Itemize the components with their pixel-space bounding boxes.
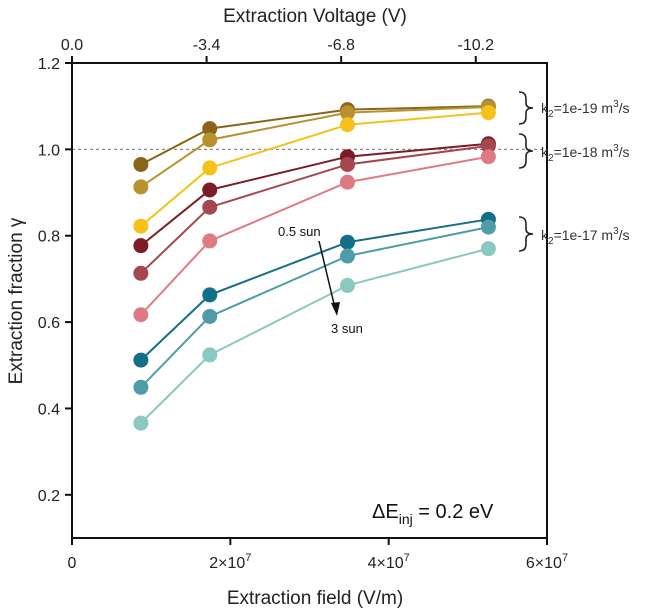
bottom-x-axis-title: Extraction field (V/m) (227, 588, 403, 609)
series-layer (133, 98, 496, 431)
data-point (340, 105, 355, 121)
data-point (340, 117, 355, 133)
y-tick-label: 0.2 (38, 488, 60, 505)
data-point (133, 218, 149, 234)
bracket-group-1: k2=1e-19 m3/s (518, 91, 630, 125)
data-point (133, 379, 149, 395)
series-9 (133, 241, 496, 431)
bracket-label-3: k2=1e-17 m3/s (541, 226, 630, 247)
x2-tick-label: -3.4 (193, 37, 221, 54)
x2-tick-label: 0.0 (61, 37, 83, 54)
y-tick-label: 1.2 (38, 56, 60, 73)
series-8 (133, 219, 496, 395)
data-point (202, 182, 218, 198)
data-point (202, 132, 218, 148)
data-point (133, 179, 149, 195)
data-point (133, 265, 149, 281)
series-line-9 (140, 247, 489, 424)
series-5 (133, 138, 496, 281)
data-point (202, 287, 218, 303)
series-3 (133, 105, 496, 234)
data-point (202, 347, 218, 363)
data-point (480, 241, 496, 257)
plot-frame (71, 62, 548, 539)
y-axis-title: Extraction fraction γ (6, 217, 27, 384)
top-x-axis-title: Extraction Voltage (V) (223, 6, 407, 27)
data-point (340, 234, 355, 250)
y-tick-label: 0.8 (38, 229, 60, 246)
bracket-group-3: k2=1e-17 m3/s (518, 216, 630, 252)
series-line-6 (140, 155, 489, 316)
sun-start-label: 0.5 sun (278, 224, 321, 239)
data-point (480, 105, 496, 121)
x-tick-label: 6×107 (526, 552, 568, 572)
sun-arrow: 0.5 sun 3 sun (278, 224, 363, 336)
data-point (480, 149, 496, 165)
series-line-5 (140, 144, 489, 275)
series-line-3 (140, 111, 489, 227)
sun-arrow-head (331, 302, 340, 316)
data-point (133, 415, 149, 431)
data-point (480, 138, 496, 154)
series-line-8 (140, 226, 489, 388)
y-tick-label: 0.4 (38, 401, 60, 418)
bracket-2 (518, 133, 534, 169)
data-point (133, 156, 149, 172)
series-6 (133, 149, 496, 323)
data-point (340, 277, 355, 293)
x-tick-label: 0 (68, 555, 77, 572)
sun-end-label: 3 sun (331, 321, 363, 336)
bracket-3 (518, 216, 534, 252)
x-tick-label: 2×107 (209, 552, 251, 572)
bracket-1 (518, 91, 534, 125)
series-line-1 (140, 105, 489, 166)
data-point (133, 307, 149, 323)
series-line-7 (140, 218, 489, 361)
data-point (340, 156, 355, 172)
bracket-label-1: k2=1e-19 m3/s (541, 99, 630, 120)
data-point (340, 248, 355, 264)
x2-tick-label: -10.2 (458, 37, 495, 54)
energy-annotation: ΔEinj = 0.2 eV (372, 501, 494, 527)
series-line-2 (140, 106, 489, 188)
data-point (202, 233, 218, 249)
data-point (202, 308, 218, 324)
bracket-group-2: k2=1e-18 m3/s (518, 133, 630, 169)
data-point (133, 238, 149, 254)
data-point (202, 121, 218, 137)
y-tick-label: 1.0 (38, 142, 60, 159)
series-line-4 (140, 142, 489, 247)
data-point (202, 199, 218, 215)
sun-arrow-line (318, 240, 336, 309)
data-point (480, 219, 496, 235)
data-point (133, 352, 149, 368)
series-2 (133, 99, 496, 195)
data-point (340, 174, 355, 190)
x-tick-label: 4×107 (368, 552, 410, 572)
x-axis-title: Extraction field (V/m) (227, 588, 403, 609)
bracket-label-2: k2=1e-18 m3/s (541, 143, 630, 164)
data-point (202, 160, 218, 176)
y-tick-label: 0.6 (38, 315, 60, 332)
x2-tick-label: -6.8 (327, 37, 355, 54)
axes-layer: 0.2 0.4 0.6 0.8 1.0 1.2 0 2×107 4×107 6×107 0.0 -3.… (38, 37, 568, 572)
